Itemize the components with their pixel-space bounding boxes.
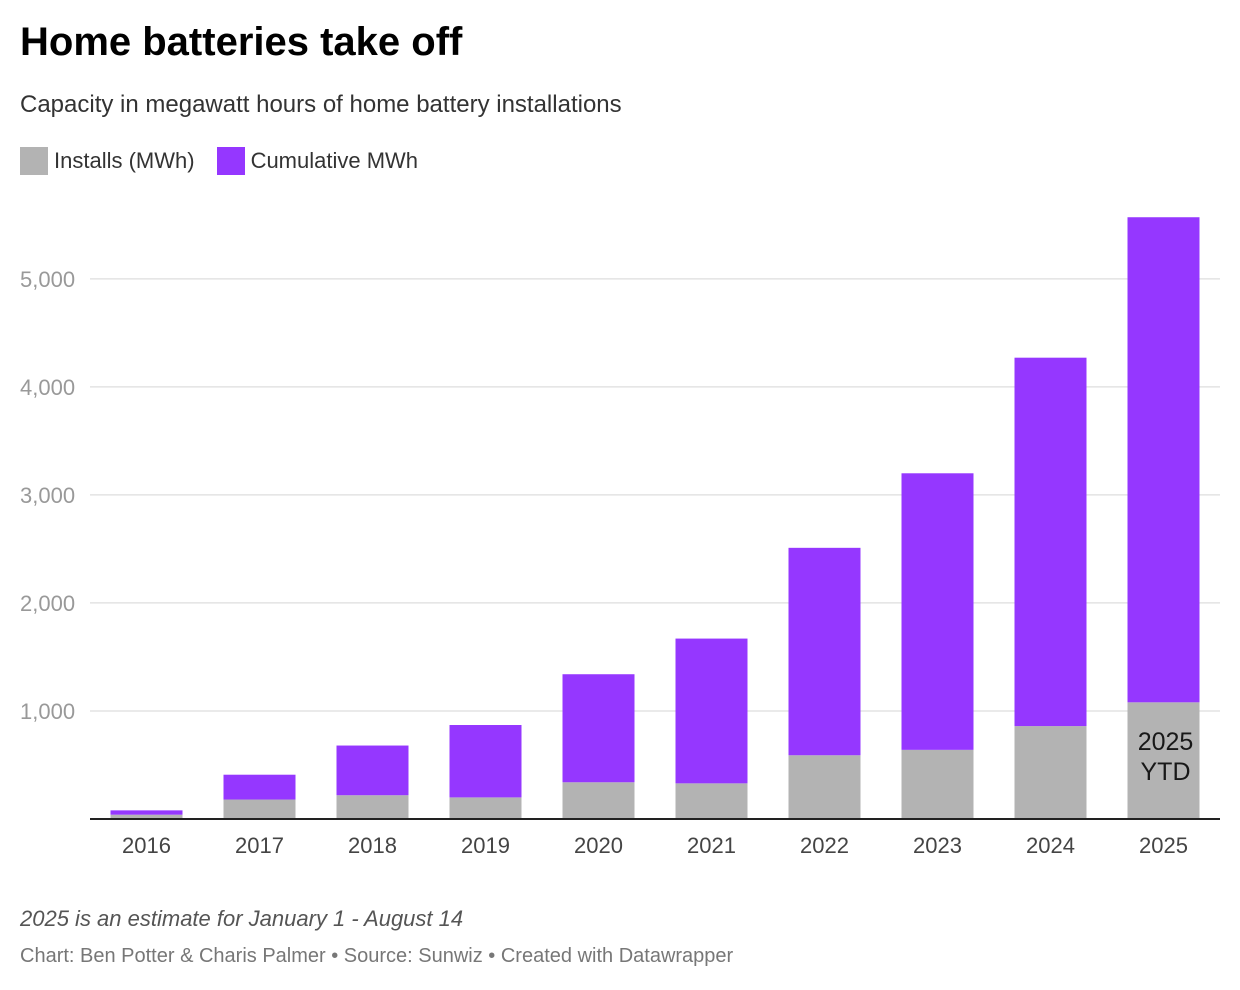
bar-cumulative-2021 — [675, 638, 748, 784]
x-tick-label-2022: 2022 — [800, 833, 849, 858]
bar-cumulative-2018 — [336, 745, 409, 796]
stacked-bar-chart: 1,000 2,000 3,000 4,000 5,000 2016 2017 2018 201… — [20, 217, 1220, 858]
chart-credits: Chart: Ben Potter & Charis Palmer • Sour… — [20, 945, 734, 967]
legend-label-cumulative: Cumulative MWh — [250, 148, 419, 173]
x-tick-label-2024: 2024 — [1026, 833, 1075, 858]
bar-cumulative-2017 — [223, 774, 296, 800]
bar-cumulative-2022 — [788, 547, 861, 756]
bar-installs-2018 — [336, 795, 409, 819]
annotation-line-2: YTD — [1141, 758, 1191, 786]
legend-label-installs: Installs (MWh) — [54, 148, 195, 173]
x-tick-label-2025: 2025 — [1139, 833, 1188, 858]
bar-cumulative-2019 — [449, 725, 522, 798]
x-tick-label-2019: 2019 — [461, 833, 510, 858]
bar-installs-2024 — [1014, 726, 1087, 819]
bar-cumulative-2025 — [1127, 217, 1200, 703]
x-tick-label-2023: 2023 — [913, 833, 962, 858]
bar-installs-2017 — [223, 799, 296, 819]
chart-subtitle: Capacity in megawatt hours of home batte… — [20, 91, 622, 118]
y-tick-label-3000: 3,000 — [20, 483, 75, 508]
chart-note: 2025 is an estimate for January 1 - Augu… — [20, 906, 464, 931]
legend-swatch-cumulative — [216, 147, 245, 175]
bar-cumulative-2023 — [901, 473, 974, 750]
y-tick-label-4000: 4,000 — [20, 375, 75, 400]
bar-installs-2025 — [1127, 702, 1200, 819]
bar-installs-2020 — [562, 782, 635, 819]
annotation-line-1: 2025 — [1138, 728, 1194, 756]
bar-cumulative-2024 — [1014, 357, 1087, 727]
x-tick-label-2020: 2020 — [574, 833, 623, 858]
y-tick-label-1000: 1,000 — [20, 699, 75, 724]
x-tick-label-2021: 2021 — [687, 833, 736, 858]
chart-title: Home batteries take off — [20, 20, 463, 64]
bar-installs-2019 — [449, 797, 522, 819]
legend: Installs (MWh) Cumulative MWh — [20, 147, 440, 175]
legend-item-cumulative: Cumulative MWh — [216, 147, 419, 175]
legend-item-installs: Installs (MWh) — [20, 147, 195, 175]
bar-installs-2022 — [788, 755, 861, 819]
bar-installs-2021 — [675, 783, 748, 819]
y-tick-label-5000: 5,000 — [20, 267, 75, 292]
bar-installs-2023 — [901, 749, 974, 819]
bar-cumulative-2020 — [562, 674, 635, 783]
x-tick-label-2018: 2018 — [348, 833, 397, 858]
y-tick-label-2000: 2,000 — [20, 591, 75, 616]
x-tick-label-2016: 2016 — [122, 833, 171, 858]
x-tick-label-2017: 2017 — [235, 833, 284, 858]
bar-installs-2016 — [110, 814, 183, 819]
legend-swatch-installs — [20, 147, 48, 175]
bar-cumulative-2016 — [110, 810, 183, 815]
